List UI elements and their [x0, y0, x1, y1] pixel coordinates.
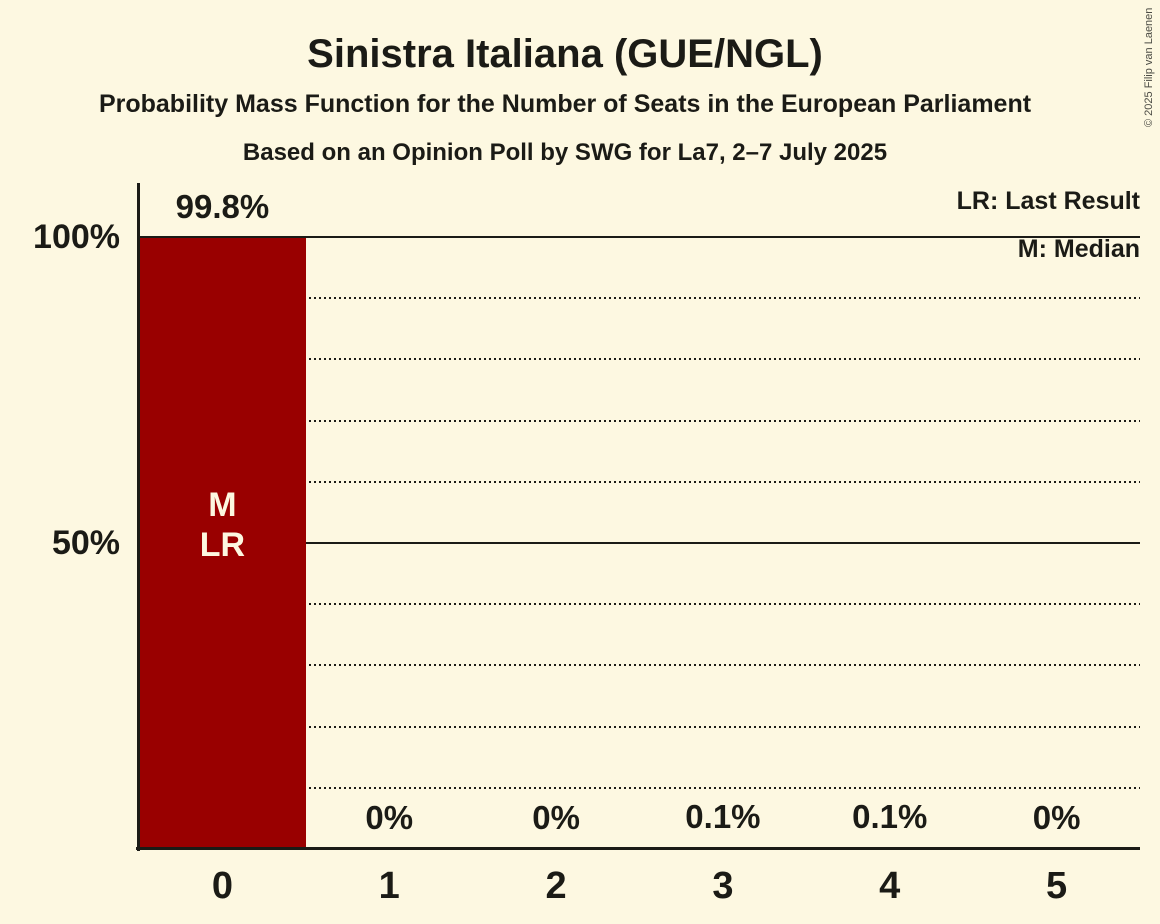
bar-value-label-2: 0% — [532, 799, 580, 836]
y-axis-line — [137, 183, 140, 851]
x-tick-2: 2 — [545, 865, 567, 907]
gridline-dotted-40 — [139, 603, 1140, 606]
legend-entry-median: M: Median — [1017, 235, 1140, 263]
gridline-solid-50 — [139, 542, 1140, 544]
x-tick-4: 4 — [879, 865, 901, 907]
gridline-dotted-70 — [139, 419, 1140, 422]
x-tick-3: 3 — [712, 865, 734, 907]
bar-annotation-m-lr: M LR — [199, 486, 246, 564]
chart-title: Sinistra Italiana (GUE/NGL) — [307, 32, 823, 76]
gridline-dotted-80 — [139, 358, 1140, 361]
bar-value-label-5: 0% — [1032, 799, 1081, 836]
bar-value-label-3: 0.1% — [685, 798, 761, 836]
gridline-dotted-90 — [139, 297, 1140, 300]
y-tick-100: 100% — [33, 218, 120, 256]
chart-subtitle: Probability Mass Function for the Number… — [98, 90, 1032, 118]
gridline-dotted-60 — [139, 480, 1140, 483]
gridline-solid-100 — [139, 236, 1140, 238]
gridline-dotted-20 — [139, 725, 1140, 728]
gridline-dotted-30 — [139, 664, 1140, 667]
bar-0 — [139, 238, 306, 849]
bar-value-label-0: 99.8% — [175, 188, 270, 226]
x-axis-line — [136, 847, 1140, 850]
x-tick-5: 5 — [1046, 865, 1068, 907]
y-tick-50: 50% — [51, 524, 120, 562]
bar-value-label-1: 0% — [365, 799, 414, 836]
x-tick-1: 1 — [378, 865, 400, 907]
copyright-text: © 2025 Filip van Laenen — [1143, 7, 1155, 127]
legend-entry-last-result: LR: Last Result — [956, 187, 1140, 215]
x-tick-0: 0 — [211, 865, 233, 907]
gridline-dotted-10 — [139, 786, 1140, 789]
bar-value-label-4: 0.1% — [852, 798, 928, 836]
chart-source-line: Based on an Opinion Poll by SWG for La7,… — [242, 139, 888, 166]
